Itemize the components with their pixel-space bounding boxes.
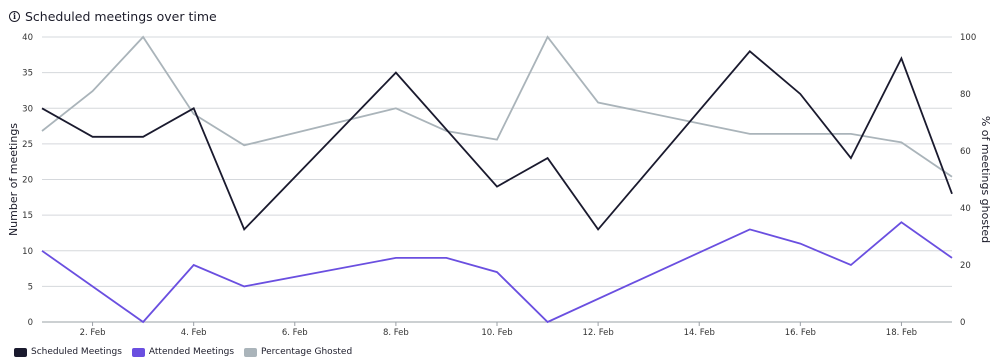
y-left-tick-label: 35: [22, 69, 33, 79]
legend-swatch: [244, 347, 258, 357]
x-tick-label: 4. Feb: [181, 328, 207, 338]
y-left-tick-label: 15: [22, 211, 33, 221]
y-left-tick-label: 30: [22, 104, 33, 114]
legend-swatch: [14, 347, 27, 357]
y-right-tick-label: 80: [960, 90, 971, 100]
legend-item-attended-meetings[interactable]: Attended Meetings: [131, 347, 235, 357]
y-left-tick-label: 0: [28, 318, 33, 328]
percentage-ghosted-line: [41, 35, 953, 178]
attended-meetings-line: [41, 221, 953, 324]
x-tick-label: 16. Feb: [785, 328, 816, 338]
y-right-tick-label: 40: [960, 204, 971, 214]
y-left-axis-label: Number of meetings: [7, 123, 20, 236]
x-tick-label: 14. Feb: [684, 328, 715, 338]
info-icon[interactable]: i: [9, 10, 20, 22]
x-tick-label: 8. Feb: [383, 328, 409, 338]
x-tick-label: 2. Feb: [80, 328, 106, 338]
y-right-axis-label: % of meetings ghosted: [979, 116, 992, 243]
x-tick-label: 12. Feb: [582, 328, 613, 338]
chart-legend: Scheduled Meetings Attended Meetings Perce…: [14, 345, 352, 359]
y-left-tick-label: 5: [28, 282, 33, 292]
y-right-tick-label: 20: [960, 261, 971, 271]
y-left-tick-label: 40: [22, 33, 33, 43]
y-left-tick-label: 10: [22, 247, 33, 257]
y-left-tick-label: 20: [22, 176, 33, 186]
x-tick-label: 18. Feb: [886, 328, 917, 338]
x-tick-label: 10. Feb: [481, 328, 512, 338]
legend-label: Attended Meetings: [148, 347, 235, 357]
y-left-tick-label: 25: [22, 140, 33, 150]
chart-title: Scheduled meetings over time: [25, 8, 217, 24]
scheduled-meetings-line: [41, 50, 953, 232]
legend-label: Percentage Ghosted: [261, 347, 353, 357]
legend-label: Scheduled Meetings: [31, 347, 122, 357]
x-tick-label: 6. Feb: [282, 328, 308, 338]
chart-header: i Scheduled meetings over time: [9, 6, 217, 26]
y-right-tick-label: 0: [960, 318, 965, 328]
legend-swatch: [131, 347, 145, 357]
y-right-tick-label: 100: [960, 33, 976, 43]
legend-item-percentage-ghosted[interactable]: Percentage Ghosted: [244, 347, 352, 357]
y-right-tick-label: 60: [960, 147, 971, 157]
legend-item-scheduled-meetings[interactable]: Scheduled Meetings: [14, 347, 122, 357]
